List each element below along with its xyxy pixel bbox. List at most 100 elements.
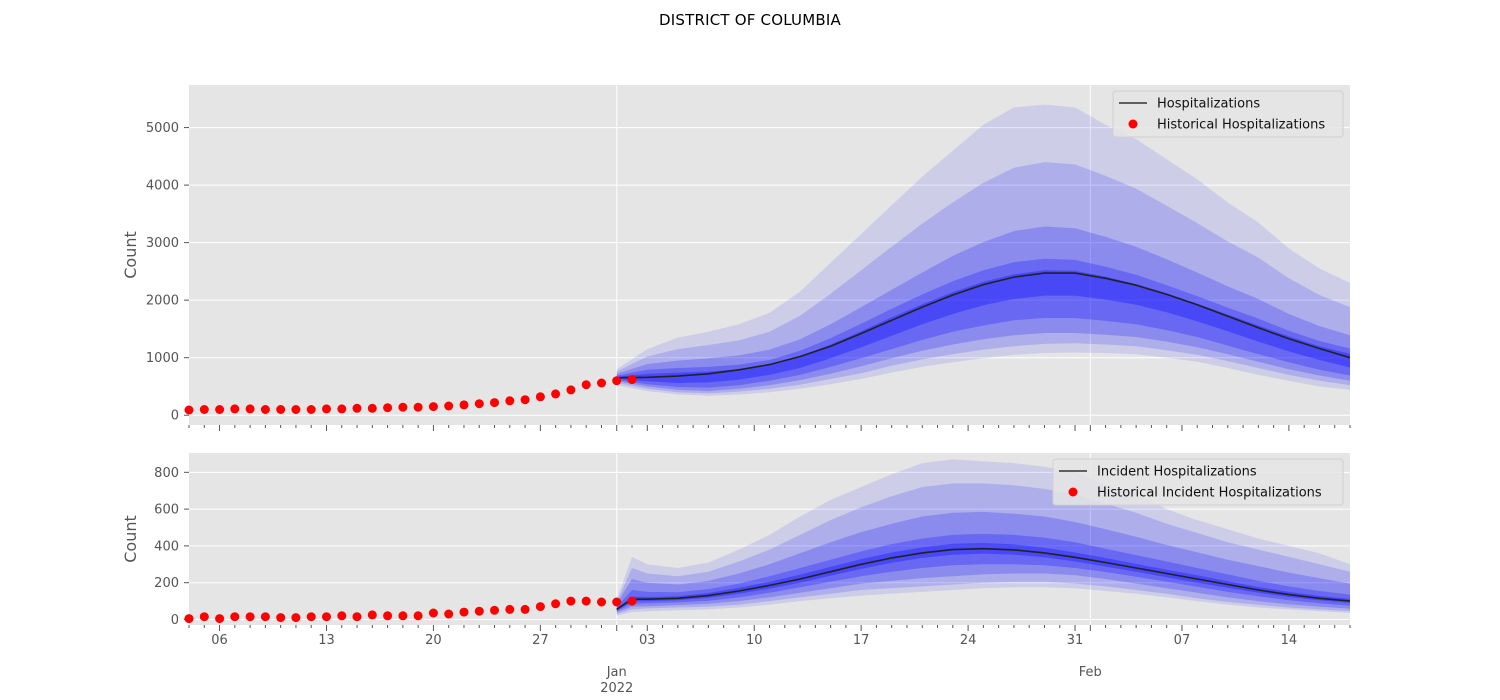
historical-point bbox=[413, 611, 423, 621]
uncertainty-band bbox=[616, 511, 1350, 613]
historical-point bbox=[260, 405, 270, 414]
x-tick-label: 14 bbox=[1281, 633, 1298, 648]
historical-point bbox=[612, 597, 622, 607]
historical-point bbox=[566, 596, 576, 606]
historical-point bbox=[520, 604, 530, 614]
historical-point bbox=[627, 596, 637, 606]
x-tick-label: 24 bbox=[960, 633, 977, 648]
historical-point bbox=[383, 611, 393, 621]
uncertainty-band bbox=[616, 104, 1350, 396]
historical-point bbox=[337, 611, 347, 621]
historical-point bbox=[352, 403, 362, 413]
legend-label: Historical Hospitalizations bbox=[1157, 118, 1325, 133]
y-tick-label: 0 bbox=[171, 613, 179, 628]
historical-point bbox=[490, 605, 499, 615]
historical-point bbox=[520, 395, 530, 405]
historical-point bbox=[245, 404, 255, 414]
x-tick-label: 03 bbox=[639, 633, 656, 648]
historical-point bbox=[322, 612, 331, 622]
historical-point bbox=[199, 612, 209, 622]
median-line bbox=[616, 547, 1351, 611]
historical-point bbox=[474, 399, 484, 409]
historical-point bbox=[581, 380, 591, 390]
historical-point bbox=[428, 608, 438, 618]
y-tick-label: 600 bbox=[154, 503, 179, 518]
plot-background bbox=[189, 85, 1350, 425]
x-tick-label: 07 bbox=[1174, 633, 1191, 648]
historical-point bbox=[597, 597, 606, 607]
historical-point bbox=[291, 405, 301, 414]
historical-point bbox=[535, 602, 545, 612]
historical-point bbox=[566, 385, 576, 395]
historical-point bbox=[230, 612, 240, 622]
historical-point bbox=[230, 404, 240, 414]
uncertainty-band bbox=[616, 543, 1350, 611]
median-line bbox=[616, 272, 1351, 379]
historical-point bbox=[444, 401, 454, 411]
historical-point bbox=[184, 614, 194, 624]
historical-point bbox=[398, 402, 408, 412]
historical-point bbox=[413, 402, 423, 412]
historical-point bbox=[581, 596, 591, 606]
x-month-label: 2022 bbox=[600, 681, 633, 696]
y-tick-label: 3000 bbox=[146, 236, 179, 251]
historical-point bbox=[184, 405, 194, 415]
y-tick-label: 2000 bbox=[146, 294, 179, 309]
historical-point bbox=[551, 599, 561, 609]
historical-point bbox=[215, 614, 225, 624]
historical-point bbox=[199, 405, 209, 414]
historical-point bbox=[367, 610, 377, 620]
figure-title: DISTRICT OF COLUMBIA bbox=[659, 11, 841, 29]
historical-point bbox=[276, 613, 286, 623]
historical-point bbox=[459, 607, 469, 617]
x-tick-label: 20 bbox=[425, 633, 442, 648]
legend-box bbox=[1052, 458, 1344, 506]
historical-point bbox=[444, 609, 454, 619]
historical-point bbox=[306, 405, 316, 414]
historical-point bbox=[535, 392, 545, 402]
x-month-label: Feb bbox=[1079, 665, 1102, 680]
historical-point bbox=[352, 612, 362, 622]
x-tick-label: 27 bbox=[532, 633, 549, 648]
top-panel: 0 1000 2000 3000 4000 5000 Count Hospitalizatio… bbox=[121, 85, 1351, 431]
uncertainty-band bbox=[616, 270, 1350, 383]
legend-label: Incident Hospitalizations bbox=[1097, 465, 1257, 480]
historical-point bbox=[505, 604, 515, 614]
y-tick-label: 200 bbox=[154, 576, 179, 591]
uncertainty-band bbox=[616, 226, 1350, 392]
y-tick-label: 4000 bbox=[146, 179, 179, 194]
historical-point bbox=[367, 403, 377, 413]
historical-point bbox=[474, 606, 484, 616]
x-tick-label: 06 bbox=[211, 633, 228, 648]
x-tick-label: 13 bbox=[318, 633, 335, 648]
uncertainty-band bbox=[616, 258, 1350, 388]
historical-point bbox=[459, 400, 469, 410]
y-tick-label: 0 bbox=[171, 409, 179, 424]
uncertainty-band bbox=[616, 459, 1350, 616]
y-tick-label: 800 bbox=[154, 466, 179, 481]
historical-point bbox=[428, 402, 438, 412]
legend-label: Hospitalizations bbox=[1157, 97, 1260, 112]
historical-point bbox=[612, 376, 622, 386]
x-tick-label: 17 bbox=[853, 633, 870, 648]
y-axis-label: Count bbox=[121, 231, 140, 279]
bottom-panel: 0 200 400 600 800 06 13 20 27 03 10 17 24 31 07 14 Count… bbox=[121, 453, 1351, 648]
historical-point bbox=[505, 396, 515, 406]
legend-box bbox=[1112, 90, 1344, 138]
historical-point bbox=[597, 378, 606, 388]
historical-point bbox=[627, 375, 637, 385]
x-month-label: Jan bbox=[606, 665, 627, 680]
historical-point bbox=[291, 613, 301, 623]
legend-label: Historical Incident Hospitalizations bbox=[1097, 486, 1322, 501]
historical-point bbox=[398, 611, 408, 621]
y-tick-label: 400 bbox=[154, 539, 179, 554]
historical-point bbox=[322, 404, 331, 414]
historical-point bbox=[551, 389, 561, 399]
legend-marker-swatch bbox=[1128, 119, 1138, 129]
x-tick-label: 10 bbox=[746, 633, 763, 648]
historical-point bbox=[337, 404, 347, 414]
y-axis-label: Count bbox=[121, 515, 140, 563]
legend-marker-swatch bbox=[1068, 487, 1078, 497]
